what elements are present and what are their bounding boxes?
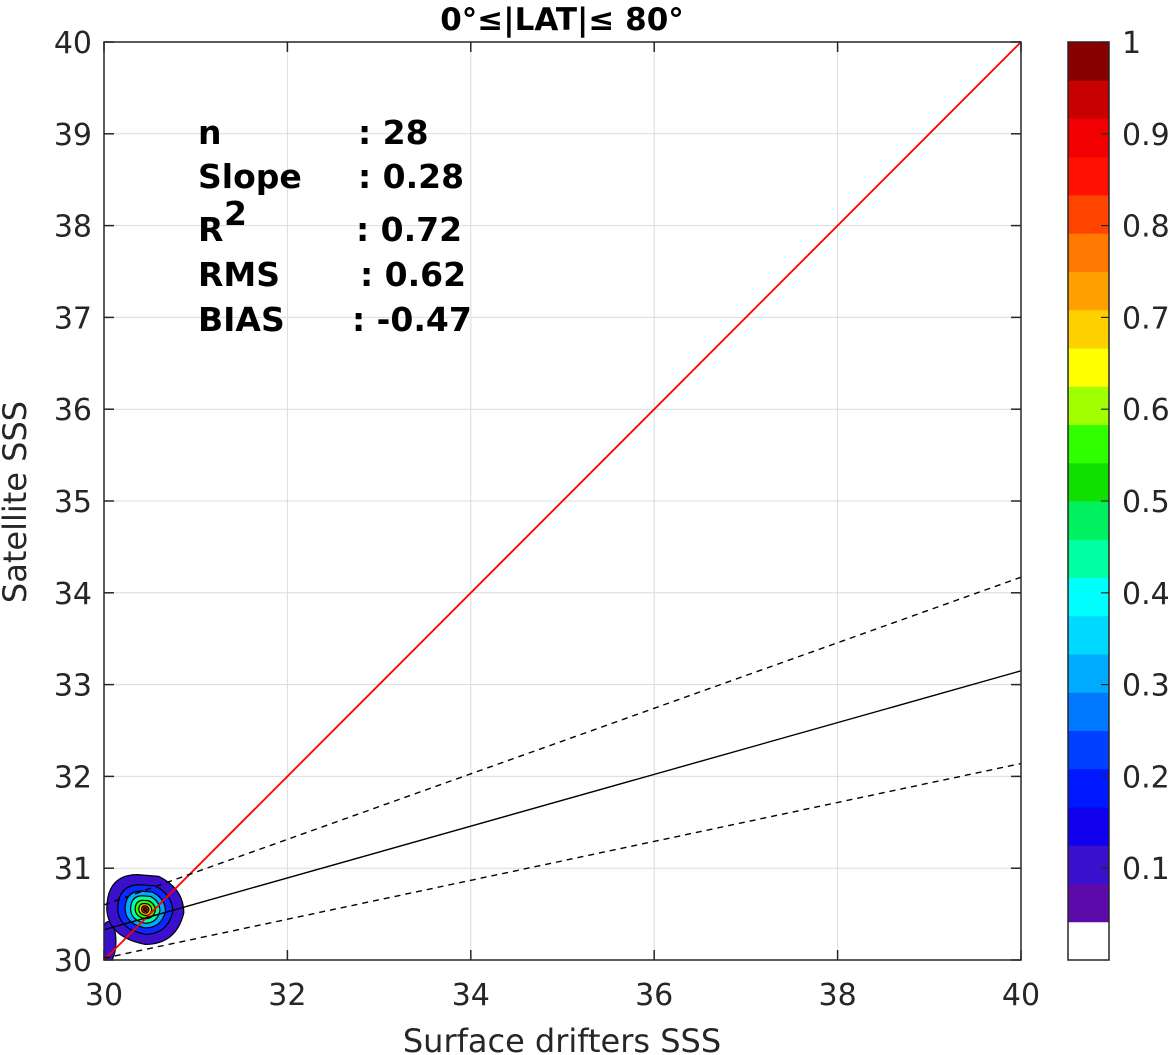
colorbar-segment xyxy=(1068,501,1109,540)
colorbar-tick-label: 0.9 xyxy=(1122,118,1170,153)
x-tick-label: 38 xyxy=(819,978,857,1013)
y-tick-label: 40 xyxy=(54,26,92,61)
density-contour xyxy=(142,907,148,912)
colorbar-tick-label: 0.7 xyxy=(1122,301,1170,336)
stat-value: : 0.62 xyxy=(360,255,466,294)
colorbar-segment xyxy=(1068,768,1109,808)
colorbar-tick-label: 1 xyxy=(1122,26,1141,61)
stat-label: RMS xyxy=(198,255,280,294)
stat-value: : -0.47 xyxy=(352,300,472,339)
colorbar-tick-label: 0.6 xyxy=(1122,393,1170,428)
x-tick-label: 34 xyxy=(452,978,490,1013)
y-tick-label: 35 xyxy=(54,485,92,520)
stat-label: Slope xyxy=(198,157,302,196)
y-axis: 30 31 32 33 34 35 36 37 38 39 40 xyxy=(54,26,1021,979)
y-tick-label: 37 xyxy=(54,301,92,336)
colorbar-segment xyxy=(1068,654,1109,693)
colorbar-segment xyxy=(1068,233,1109,272)
colorbar-tick-label: 0.1 xyxy=(1122,852,1170,887)
plot-area xyxy=(103,41,1022,961)
stat-value: : 0.72 xyxy=(356,210,462,249)
plot-content xyxy=(104,42,1021,960)
colorbar-segment xyxy=(1068,577,1109,617)
y-axis-label: Satellite SSS xyxy=(0,401,34,603)
colorbar-segment xyxy=(1068,271,1109,311)
y-tick-label: 30 xyxy=(54,944,92,979)
x-tick-label: 32 xyxy=(268,978,306,1013)
colorbar-tick-label: 0.2 xyxy=(1122,760,1170,795)
one-to-one-line xyxy=(104,42,1021,960)
colorbar-segment xyxy=(1068,692,1109,731)
colorbar-segment xyxy=(1068,730,1109,770)
x-axis-label: Surface drifters SSS xyxy=(403,1022,721,1055)
colorbar-segment xyxy=(1068,118,1109,158)
colorbar-segment xyxy=(1068,42,1109,81)
y-tick-label: 32 xyxy=(54,760,92,795)
colorbar-segment xyxy=(1068,883,1109,923)
colorbar-segment xyxy=(1068,80,1109,119)
y-tick-label: 33 xyxy=(54,669,92,704)
colorbar-tick-label: 0.8 xyxy=(1122,210,1170,245)
y-tick-label: 38 xyxy=(54,210,92,245)
colorbar-tick-label: 0.3 xyxy=(1122,669,1170,704)
x-tick-label: 40 xyxy=(1002,978,1040,1013)
colorbar-segment xyxy=(1068,348,1109,387)
x-axis: 30 32 34 36 38 40 xyxy=(85,42,1040,1013)
stats-box: n : 28 Slope : 0.28 R 2 : 0.72 RMS : 0.62 BIAS : -… xyxy=(198,113,472,339)
stat-label: n xyxy=(198,113,222,152)
stat-value: : 0.28 xyxy=(358,157,464,196)
x-tick-label: 30 xyxy=(85,978,123,1013)
colorbar-segment xyxy=(1068,615,1109,655)
colorbar: 0.1 0.2 0.3 0.4 0.5 0.6 0.7 0.8 0.9 1 xyxy=(1067,26,1170,961)
y-tick-label: 31 xyxy=(54,852,92,887)
regression-line xyxy=(104,670,1021,931)
colorbar-segment xyxy=(1068,386,1109,425)
y-tick-label: 36 xyxy=(54,393,92,428)
stat-value: : 28 xyxy=(358,113,429,152)
colorbar-segment xyxy=(1068,424,1109,464)
chart-title: 0°≤|LAT|≤ 80° xyxy=(440,2,684,38)
colorbar-segment xyxy=(1068,309,1109,349)
x-tick-label: 36 xyxy=(635,978,673,1013)
colorbar-tick-label: 0.4 xyxy=(1122,577,1170,612)
stat-label: BIAS xyxy=(198,300,285,339)
colorbar-segment xyxy=(1068,539,1109,578)
colorbar-segment xyxy=(1068,807,1109,846)
y-tick-label: 34 xyxy=(54,577,92,612)
stat-label-superscript: 2 xyxy=(224,194,247,233)
lower-bound-line xyxy=(104,762,1021,959)
colorbar-segment xyxy=(1068,195,1109,234)
stat-label: R xyxy=(198,210,223,249)
colorbar-segment xyxy=(1068,462,1109,502)
colorbar-segment xyxy=(1068,156,1109,196)
colorbar-segment xyxy=(1068,921,1109,961)
y-tick-label: 39 xyxy=(54,118,92,153)
colorbar-segment xyxy=(1068,845,1109,884)
colorbar-tick-label: 0.5 xyxy=(1122,485,1170,520)
upper-bound-line xyxy=(104,576,1021,906)
